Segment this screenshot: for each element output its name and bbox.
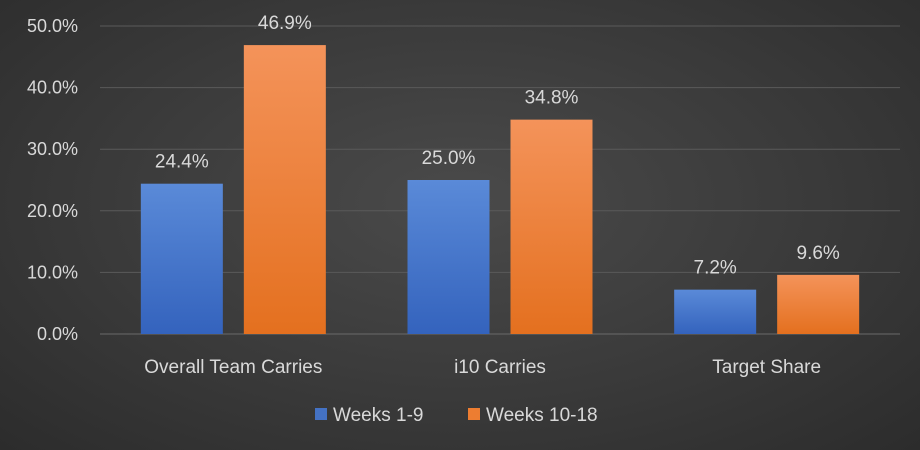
bar-weeks-1-9 — [140, 183, 223, 334]
gridlines — [100, 25, 900, 335]
legend: Weeks 1-9 Weeks 10-18 — [315, 405, 598, 426]
category-label: i10 Carries — [454, 357, 546, 378]
y-tick-label: 50.0% — [27, 16, 78, 36]
data-label: 25.0% — [422, 148, 476, 169]
data-label: 34.8% — [525, 88, 579, 109]
bars — [140, 45, 860, 334]
y-tick-label: 10.0% — [27, 262, 78, 282]
data-label: 7.2% — [694, 258, 737, 279]
category-label: Overall Team Carries — [144, 357, 322, 378]
y-tick-label: 0.0% — [37, 324, 78, 344]
category-labels: Overall Team Carries i10 Carries Target Sh… — [144, 357, 821, 378]
bar-weeks-1-9 — [407, 180, 490, 334]
bar-weeks-10-18 — [510, 119, 593, 334]
bar-weeks-1-9 — [674, 289, 757, 334]
y-axis-ticks: 0.0% 10.0% 20.0% 30.0% 40.0% 50.0% — [27, 16, 78, 344]
legend-label: Weeks 1-9 — [333, 405, 423, 426]
y-tick-label: 30.0% — [27, 139, 78, 159]
category-label: Target Share — [712, 357, 821, 378]
bar-weeks-10-18 — [777, 274, 860, 334]
legend-swatch — [468, 408, 480, 420]
bar-weeks-10-18 — [243, 45, 326, 334]
data-label: 24.4% — [155, 152, 209, 173]
legend-swatch — [315, 408, 327, 420]
y-tick-label: 40.0% — [27, 78, 78, 98]
data-labels: 24.4% 46.9% 25.0% 34.8% 7.2% 9.6% — [155, 13, 840, 279]
legend-label: Weeks 10-18 — [486, 405, 598, 426]
data-label: 9.6% — [797, 243, 840, 264]
y-tick-label: 20.0% — [27, 201, 78, 221]
data-label: 46.9% — [258, 13, 312, 34]
